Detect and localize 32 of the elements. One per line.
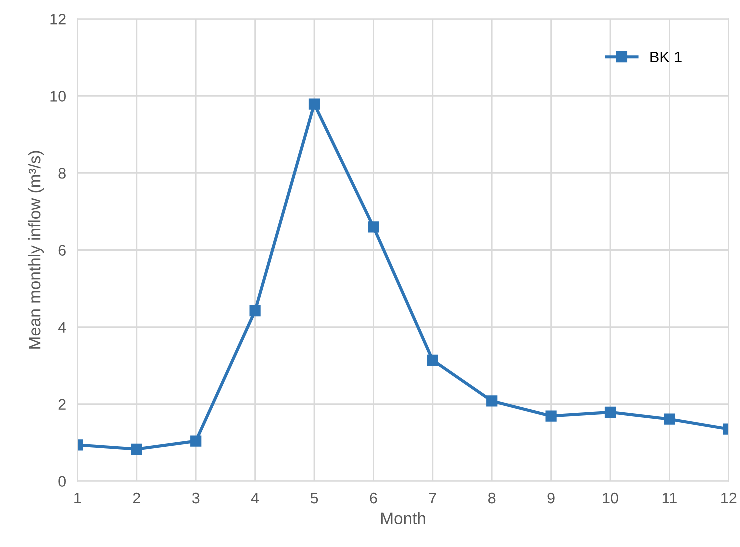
point bbox=[250, 306, 261, 317]
x-tick-label: 7 bbox=[429, 493, 436, 504]
x-tick-label: 10 bbox=[603, 492, 618, 504]
x-tick-label: 12 bbox=[722, 492, 737, 504]
point bbox=[604, 406, 616, 418]
point bbox=[664, 414, 676, 425]
x-tick-label: 8 bbox=[488, 492, 496, 504]
x-tick-label: 6 bbox=[370, 492, 378, 504]
point bbox=[486, 396, 498, 407]
x-tick-label: 1 bbox=[74, 493, 82, 504]
y-tick-label: 10 bbox=[50, 91, 66, 102]
y-tick-label: 8 bbox=[58, 168, 66, 179]
x-tick-label: 3 bbox=[192, 492, 200, 504]
point bbox=[427, 354, 438, 366]
y-axis-title: Mean monthly inflow (m³/s) bbox=[28, 151, 44, 349]
y-tick-label: 12 bbox=[50, 14, 66, 25]
x-tick-label: 9 bbox=[548, 492, 555, 504]
x-tick-label: 11 bbox=[662, 493, 677, 504]
legend-label: BK 1 bbox=[650, 52, 682, 62]
x-axis-title: Month bbox=[382, 512, 426, 525]
y-tick-label: 0 bbox=[58, 476, 66, 488]
point bbox=[131, 444, 142, 455]
x-tick-label: 2 bbox=[133, 492, 140, 504]
y-tick-label: 2 bbox=[58, 399, 66, 410]
point bbox=[190, 436, 202, 447]
y-tick-label: 4 bbox=[58, 322, 66, 333]
point bbox=[546, 410, 557, 422]
x-tick-label: 4 bbox=[251, 493, 260, 504]
y-tick-label: 6 bbox=[58, 245, 66, 256]
x-tick-label: 5 bbox=[310, 493, 318, 504]
point bbox=[308, 98, 320, 110]
point bbox=[368, 222, 380, 233]
